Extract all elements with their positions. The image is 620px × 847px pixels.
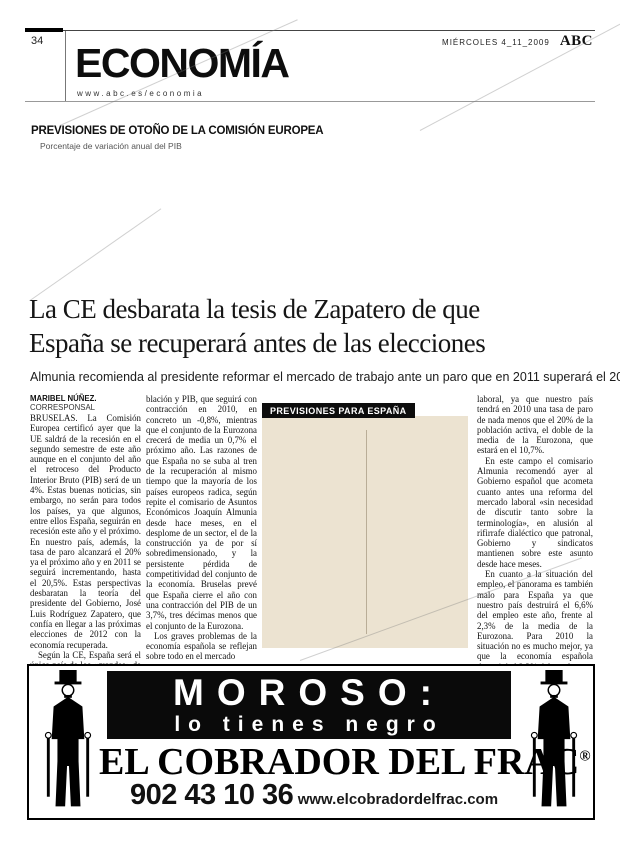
body-column-3: laboral, ya que nuestro país tendrá en 2… <box>477 394 593 664</box>
header-thick-rule <box>25 28 63 32</box>
advertisement: MOROSO: lo tienes negro EL COBRADOR DEL … <box>27 664 595 820</box>
registered-mark-icon: ® <box>579 748 591 765</box>
paragraph: Los graves problemas de la economía espa… <box>146 630 257 662</box>
headline: La CE desbarata la tesis de Zapatero de … <box>29 294 486 358</box>
paragraph: En este campo el comisario Almunia recom… <box>477 455 593 569</box>
folio: MIÉRCOLES 4_11_2009 ABC <box>442 33 593 50</box>
frac-man-icon <box>523 670 585 814</box>
body-column-1: MARIBEL NÚÑEZ. CORRESPONSAL BRUSELAS. La… <box>30 394 141 671</box>
frac-man-right-icon <box>530 670 578 807</box>
frac-man-left-icon <box>44 670 92 807</box>
forecast-box-divider <box>366 430 367 634</box>
forecast-box <box>262 416 468 648</box>
body-text-1: BRUSELAS. La Comisión Europea certificó … <box>30 413 141 671</box>
ad-black-banner: MOROSO: lo tienes negro <box>107 671 511 739</box>
ad-brand-row: EL COBRADOR DEL FRAC® <box>99 740 591 784</box>
abc-logo: ABC <box>559 33 593 49</box>
paragraph: blación y PIB, que seguirá con contracci… <box>146 394 257 631</box>
ad-phone: 902 43 10 36 <box>129 779 294 811</box>
ad-contact-row: 902 43 10 36 www.elcobradordelfrac.com <box>109 779 519 812</box>
paragraph: BRUSELAS. La Comisión Europea certificó … <box>30 413 141 650</box>
header-vertical-rule <box>65 31 66 101</box>
forecast-box-title: PREVISIONES PARA ESPAÑA <box>262 403 415 418</box>
page-number: 34 <box>31 35 44 47</box>
ad-subline: lo tienes negro <box>174 713 444 736</box>
section-title: ECONOMÍA <box>75 40 290 86</box>
frac-man-icon <box>37 670 99 814</box>
ad-brand-name: EL COBRADOR DEL FRAC® <box>99 741 591 783</box>
folio-date: MIÉRCOLES 4_11_2009 <box>442 38 550 47</box>
chart-title: PREVISIONES DE OTOÑO DE LA COMISIÓN EURO… <box>31 125 324 137</box>
byline: MARIBEL NÚÑEZ. CORRESPONSAL <box>30 394 141 412</box>
chart-subtitle: Porcentaje de variación anual del PIB <box>40 141 182 151</box>
byline-role: CORRESPONSAL <box>30 403 95 412</box>
ad-website: www.elcobradordelfrac.com <box>297 791 499 808</box>
subheadline: Almunia recomienda al presidente reforma… <box>30 370 620 384</box>
ad-headline: MOROSO: <box>173 672 445 713</box>
body-column-2: blación y PIB, que seguirá con contracci… <box>146 394 257 664</box>
byline-author: MARIBEL NÚÑEZ. <box>30 394 97 403</box>
paragraph: En cuanto a la situación del empleo, el … <box>477 569 593 664</box>
paragraph: laboral, ya que nuestro país tendrá en 2… <box>477 394 593 456</box>
bar-chart <box>31 156 589 256</box>
section-url: www.abc.es/economia <box>77 89 205 98</box>
header-bottom-rule <box>25 101 595 102</box>
header-top-rule <box>63 30 595 31</box>
